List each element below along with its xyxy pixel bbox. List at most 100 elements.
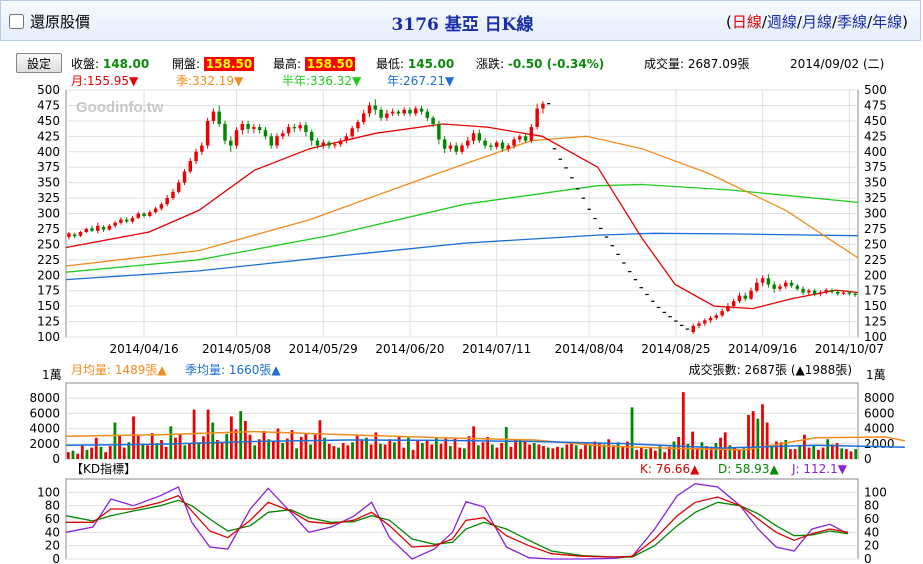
period-selector: (日線/週線/月線/季線/年線)	[725, 13, 908, 31]
kd-k-line	[66, 494, 849, 558]
candle-dash	[599, 227, 603, 230]
volume-bar	[598, 443, 601, 459]
volume-bar	[821, 447, 825, 459]
candle-body	[188, 161, 193, 172]
candle-dash	[593, 217, 597, 220]
volume-bar	[285, 438, 289, 459]
restore-price-toggle[interactable]: 還原股價	[9, 11, 90, 32]
volume-bar	[327, 443, 331, 459]
volume-bar	[756, 418, 760, 459]
candle-body	[720, 311, 724, 316]
candle-body	[315, 140, 320, 146]
volume-bar	[360, 439, 364, 459]
candle-dash	[610, 245, 615, 247]
period-daily-link[interactable]: 日線	[731, 13, 762, 31]
candle-body	[471, 133, 476, 141]
candle-body	[142, 213, 146, 216]
kd-j-line	[65, 483, 849, 560]
volume-bar	[546, 447, 550, 459]
volume-bar	[243, 421, 247, 459]
volume-bar	[113, 422, 117, 459]
volume-bar	[197, 442, 201, 459]
candle-dash	[575, 188, 580, 190]
volume-bar	[826, 439, 830, 459]
volume-bar	[565, 444, 569, 459]
ma-month-legend: 月:155.95▼	[71, 74, 139, 88]
candle-body	[327, 142, 331, 146]
volume-bar	[621, 446, 625, 459]
volume-bar	[453, 438, 457, 459]
volume-bar	[793, 449, 797, 459]
price-tick-right: 325	[864, 191, 887, 205]
date-tick-label: 2014/04/16	[109, 342, 178, 356]
volume-bar	[714, 443, 718, 459]
volume-month-avg-label: 月均量: 1489張▲	[71, 363, 167, 377]
settings-button[interactable]: 設定	[16, 53, 62, 73]
price-tick-right: 425	[864, 129, 887, 143]
volume-bar	[94, 437, 98, 459]
candle-body	[419, 108, 424, 112]
volume-bar	[430, 444, 434, 459]
volume-bar	[365, 437, 368, 459]
volume-bar	[71, 450, 75, 459]
candle-body	[96, 225, 100, 231]
candle-body	[460, 145, 464, 152]
volume-bar	[127, 442, 131, 459]
price-tick-left: 200	[37, 268, 60, 282]
price-tick-left: 225	[37, 253, 60, 267]
candle-body	[350, 128, 354, 137]
volume-bar	[132, 416, 135, 459]
volume-bar	[248, 434, 252, 459]
volume-bar	[593, 441, 597, 459]
volume-bar	[281, 443, 285, 459]
candle-body	[431, 117, 435, 124]
candle-body	[795, 285, 800, 289]
candle-body	[402, 109, 406, 114]
volume-bar	[840, 448, 844, 459]
volume-bar	[220, 443, 224, 459]
date-tick-label: 2014/07/11	[462, 342, 531, 356]
candle-body	[379, 109, 383, 118]
open-quote: 開盤: 158.50	[172, 55, 255, 72]
period-yearly-link[interactable]: 年線	[872, 13, 903, 31]
volume-bar	[99, 446, 103, 459]
kd-tick-right: 100	[864, 485, 887, 499]
volume-bar	[500, 443, 503, 459]
volume-bar	[76, 453, 80, 459]
candle-dash	[662, 311, 667, 313]
candle-dash	[558, 158, 563, 160]
period-weekly-link[interactable]: 週線	[766, 13, 797, 31]
candle-dash	[616, 253, 620, 255]
volume-bar	[267, 439, 271, 459]
volume-bar	[337, 447, 340, 459]
candle-body	[755, 282, 759, 291]
candle-body	[807, 290, 811, 293]
volume-bar	[835, 443, 839, 459]
period-quarterly-link[interactable]: 季線	[837, 13, 868, 31]
volume-bar	[351, 442, 354, 459]
volume-bar	[486, 436, 490, 459]
volume-bar	[844, 449, 848, 459]
volume-bar	[467, 436, 471, 459]
volume-bar	[807, 447, 811, 459]
candle-dash	[570, 177, 574, 179]
high-value: 158.50	[304, 57, 356, 71]
ma-season-line	[65, 135, 859, 267]
date-tick-label: 2014/08/04	[555, 342, 624, 356]
volume-bar	[584, 443, 587, 459]
volume-bar	[532, 443, 536, 459]
candle-body	[136, 213, 140, 218]
candle-body	[766, 278, 771, 285]
volume-bar	[700, 442, 704, 459]
volume-bar	[747, 414, 750, 459]
candle-body	[697, 323, 701, 326]
restore-price-checkbox[interactable]	[9, 14, 24, 29]
volume-bar	[425, 440, 429, 459]
period-monthly-link[interactable]: 月線	[801, 13, 832, 31]
candle-body	[830, 290, 834, 292]
candle-body	[113, 222, 117, 226]
price-tick-left: 250	[37, 237, 60, 251]
candle-body	[847, 292, 852, 294]
candle-body	[333, 144, 337, 146]
kd-tick-right: 40	[864, 525, 879, 539]
